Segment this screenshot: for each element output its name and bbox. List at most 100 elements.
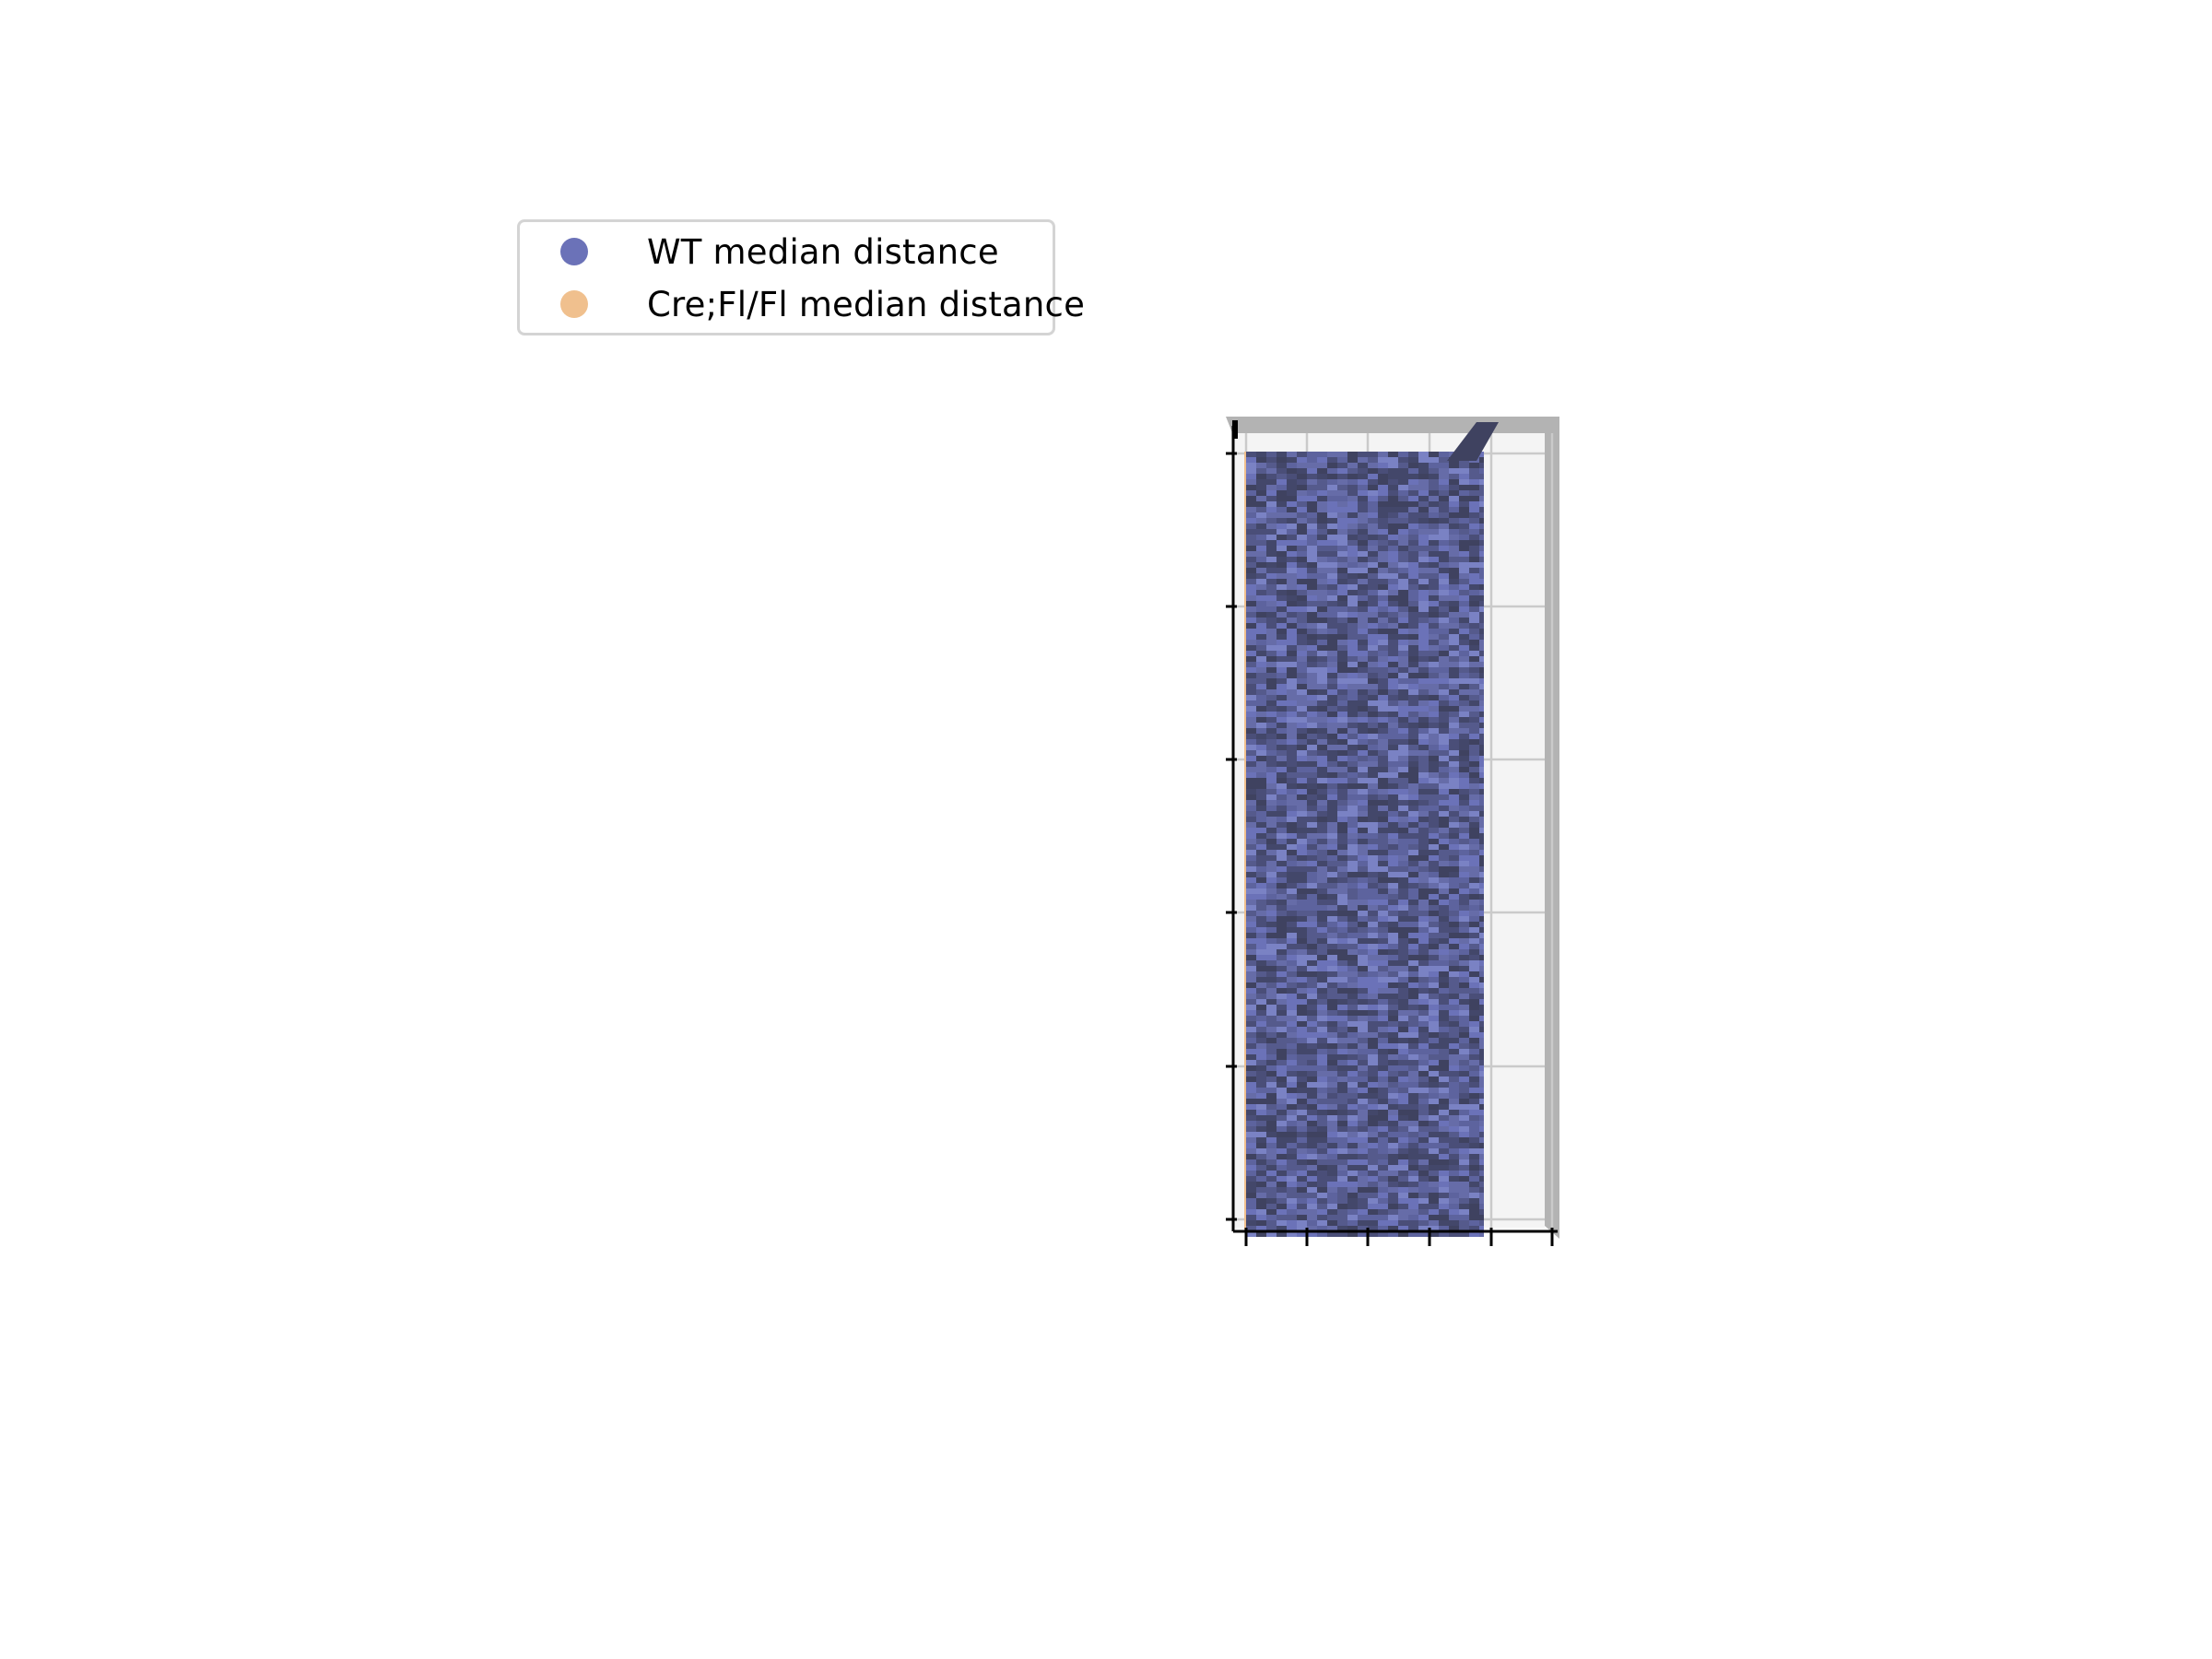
wt-surface-cell [1459, 734, 1471, 739]
wt-surface-cell [1317, 1005, 1330, 1010]
wt-surface-cell [1479, 684, 1484, 689]
wt-surface-cell [1449, 756, 1459, 761]
wt-surface-cell [1307, 1165, 1319, 1171]
wt-surface-cell [1408, 546, 1424, 551]
wt-surface-cell [1449, 568, 1462, 573]
wt-surface-cell [1256, 833, 1268, 839]
wt-surface-cell [1429, 1198, 1441, 1204]
wt-surface-cell [1378, 629, 1392, 634]
wt-surface-cell [1337, 977, 1347, 982]
wt-surface-cell [1378, 595, 1388, 601]
wt-surface-cell [1449, 712, 1465, 717]
wt-surface-cell [1337, 905, 1353, 911]
wt-surface-cell [1439, 463, 1453, 468]
wt-surface-cell [1307, 761, 1324, 767]
wt-surface-cell [1429, 535, 1441, 540]
wt-surface-cell [1327, 601, 1342, 606]
wt-surface-cell [1418, 1049, 1433, 1054]
wt-surface-cell [1459, 1137, 1470, 1143]
wt-surface-cell [1378, 501, 1394, 507]
wt-surface-cell [1307, 911, 1319, 916]
wt-surface-cell [1277, 905, 1291, 911]
wt-surface-cell [1307, 579, 1318, 584]
wt-surface-cell [1327, 551, 1343, 557]
wt-surface-cell [1469, 1176, 1482, 1182]
wt-surface-cell [1297, 966, 1307, 971]
wt-surface-cell [1327, 1209, 1338, 1215]
wt-surface-cell [1378, 623, 1389, 629]
wt-surface-cell [1337, 1154, 1350, 1159]
wt-surface-cell [1266, 623, 1282, 629]
wt-surface-cell [1266, 706, 1283, 712]
wt-surface-cell [1459, 767, 1471, 772]
wt-surface-cell [1327, 811, 1338, 817]
wt-surface-cell [1358, 1154, 1370, 1159]
wt-surface-cell [1246, 949, 1259, 955]
wt-surface-cell [1368, 1198, 1383, 1204]
wt-surface-cell [1266, 1043, 1278, 1049]
wt-surface-cell [1287, 1027, 1303, 1032]
wt-surface-cell [1337, 894, 1352, 900]
wt-surface-cell [1439, 573, 1455, 579]
wt-surface-cell [1347, 1126, 1359, 1132]
wt-surface-cell [1398, 1115, 1410, 1121]
wt-surface-cell [1429, 546, 1441, 551]
wt-surface-cell [1388, 938, 1405, 944]
wt-surface-cell [1439, 474, 1451, 479]
wt-surface-cell [1317, 734, 1334, 739]
wt-surface-cell [1368, 850, 1382, 855]
wt-surface-cell [1459, 706, 1475, 712]
wt-surface-cell [1388, 684, 1405, 689]
wt-surface-cell [1347, 1038, 1361, 1043]
wt-surface-cell [1459, 656, 1474, 662]
wt-surface-cell [1317, 490, 1332, 496]
wt-surface-cell [1398, 706, 1410, 712]
wt-surface-cell [1439, 1054, 1449, 1060]
wt-surface-cell [1317, 1071, 1329, 1077]
wt-surface-cell [1327, 706, 1341, 712]
wt-surface-cell [1459, 557, 1473, 562]
wt-surface-cell [1337, 767, 1352, 772]
wt-surface-cell [1479, 1126, 1484, 1132]
wt-surface-cell [1378, 966, 1394, 971]
wt-surface-cell [1418, 811, 1432, 817]
wt-surface-cell [1358, 1065, 1373, 1071]
wt-surface-cell [1398, 1049, 1413, 1054]
wt-surface-cell [1307, 640, 1320, 645]
wt-surface-cell [1287, 1043, 1298, 1049]
wt-surface-cell [1469, 988, 1483, 994]
wt-surface-cell [1398, 894, 1413, 900]
wt-surface-cell [1317, 794, 1333, 800]
wt-surface-cell [1429, 877, 1440, 883]
wt-surface-cell [1469, 573, 1483, 579]
wt-surface-cell [1418, 1110, 1431, 1115]
wt-surface-cell [1287, 994, 1302, 999]
wt-surface-cell [1297, 988, 1307, 994]
wt-surface-cell [1317, 872, 1334, 877]
wt-surface-cell [1378, 877, 1388, 883]
wt-surface-cell [1358, 689, 1370, 695]
wt-surface-cell [1256, 501, 1269, 507]
wt-surface-cell [1398, 501, 1409, 507]
wt-surface-cell [1347, 905, 1362, 911]
wt-surface-cell [1459, 960, 1471, 966]
wt-surface-cell [1307, 717, 1317, 723]
wt-surface-cell [1327, 568, 1342, 573]
wt-surface-cell [1256, 877, 1269, 883]
wt-surface-cell [1317, 1215, 1327, 1220]
wt-surface-cell [1347, 1193, 1364, 1198]
wt-surface-cell [1418, 822, 1435, 828]
wt-surface-cell [1256, 485, 1266, 490]
wt-surface-cell [1327, 1132, 1338, 1137]
wt-surface-cell [1408, 662, 1420, 667]
wt-surface-cell [1327, 507, 1341, 512]
wt-surface-cell [1256, 1231, 1273, 1237]
wt-surface-cell [1469, 1010, 1481, 1016]
wt-surface-cell [1378, 457, 1388, 463]
wt-surface-cell [1459, 1148, 1476, 1154]
wt-surface-cell [1317, 938, 1330, 944]
wt-surface-cell [1256, 1093, 1267, 1099]
wt-surface-cell [1408, 618, 1419, 623]
wt-surface-cell [1449, 1104, 1465, 1110]
wt-surface-cell [1439, 452, 1454, 457]
